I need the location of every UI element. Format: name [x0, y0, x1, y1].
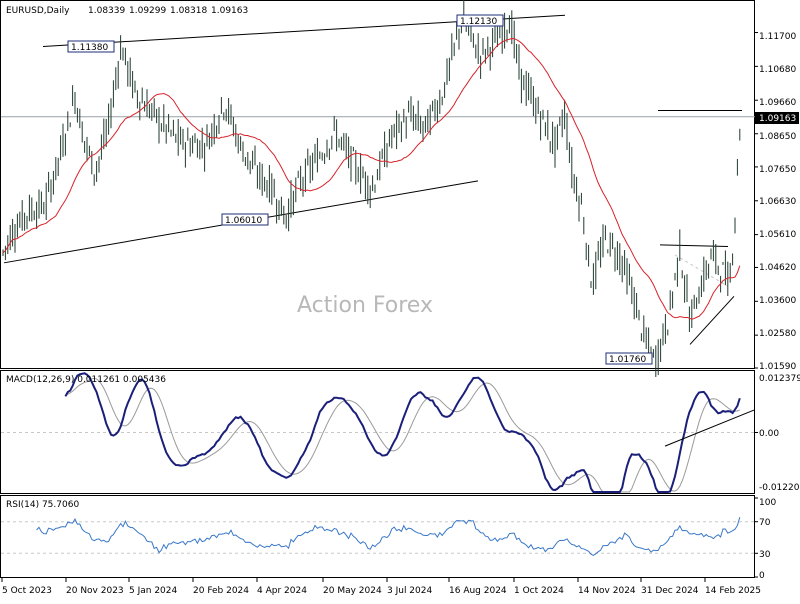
ohlc-open: 1.08339	[88, 6, 125, 16]
moving-average-line	[2, 38, 741, 320]
x-tick-label: 16 Aug 2024	[449, 586, 507, 596]
macd-y-axis: MACD(12,26,9) 0.011261 0.005436 0.012379…	[6, 374, 800, 493]
level-label-box	[67, 40, 115, 53]
price-tick-label: 1.05610	[759, 230, 796, 240]
x-tick-label: 5 Oct 2023	[2, 586, 52, 596]
macd-tick-label: 0.012379	[759, 374, 800, 384]
x-tick-label: 14 Nov 2024	[578, 586, 636, 596]
macd-tick-label: -0.01220496	[759, 483, 800, 493]
x-tick-label: 1 Oct 2024	[514, 586, 564, 596]
macd-layer	[1, 372, 758, 493]
price-tick-label: 1.08650	[759, 132, 796, 142]
moving-average-layer	[2, 38, 741, 320]
triangle-top-line	[659, 244, 729, 248]
price-panel-frame	[0, 0, 755, 369]
price-tick-label: 1.11700	[759, 32, 796, 42]
rsi-y-axis: RSI(14) 75.7060 100 70 30 0	[6, 498, 776, 581]
macd-trendline	[664, 409, 755, 447]
price-tick-label: 1.03600	[759, 296, 796, 306]
grid-layer	[1, 32, 758, 582]
current-price-label: 1.09163	[759, 114, 796, 124]
x-tick-label: 3 Jul 2024	[387, 586, 432, 596]
rsi-line	[36, 517, 741, 556]
price-bars-layer	[2, 0, 741, 377]
ohlc-high: 1.09299	[129, 6, 166, 16]
price-tick-label: 1.10680	[759, 65, 796, 75]
macd-title: MACD(12,26,9) 0.011261 0.005436	[6, 375, 166, 385]
x-tick-label: 5 Jan 2024	[129, 586, 177, 596]
level-label: 1.11380	[71, 43, 108, 53]
price-tick-label: 1.07650	[759, 165, 796, 175]
x-tick-label: 4 Apr 2024	[257, 586, 307, 596]
price-tick-label: 1.09660	[759, 98, 796, 108]
symbol-header: EURUSD,Daily	[6, 6, 70, 16]
price-tick-label: 1.06630	[759, 197, 796, 207]
chart-header: EURUSD,Daily 1.08339 1.09299 1.08318 1.0…	[6, 6, 248, 16]
rsi-tick-label: 70	[759, 518, 771, 528]
macd-panel-frame	[0, 370, 755, 494]
rsi-panel-frame	[0, 495, 755, 578]
rsi-tick-label: 30	[759, 550, 771, 560]
rsi-layer	[1, 497, 758, 578]
x-tick-label: 20 Nov 2023	[66, 586, 124, 596]
x-tick-label: 14 Feb 2025	[705, 586, 761, 596]
level-label: 1.01760	[609, 355, 646, 365]
level-labels-layer: 1.11380 1.12130 1.06010 1.01760	[67, 14, 653, 365]
x-tick-label: 20 May 2024	[323, 586, 382, 596]
watermark: Action Forex	[297, 293, 433, 318]
rsi-tick-label: 100	[759, 498, 776, 508]
ohlc-close: 1.09163	[211, 6, 248, 16]
level-label-box	[456, 14, 504, 27]
triangle-bottom-line	[689, 295, 735, 345]
rsi-title: RSI(14) 75.7060	[6, 500, 79, 510]
x-tick-label: 20 Feb 2024	[193, 586, 249, 596]
level-label: 1.12130	[460, 17, 497, 27]
price-y-axis: 1.11700 1.10680 1.09660 1.08650 1.07650 …	[755, 32, 799, 372]
level-label-box	[605, 352, 653, 365]
price-tick-label: 1.02580	[759, 329, 796, 339]
ohlc-low: 1.08318	[170, 6, 207, 16]
price-tick-label: 1.04620	[759, 263, 796, 273]
rsi-tick-label: 0	[759, 571, 765, 581]
level-label: 1.06010	[225, 216, 262, 226]
macd-line	[64, 372, 741, 493]
macd-signal-line	[65, 377, 741, 493]
triangle-mid-line	[674, 254, 729, 287]
price-tick-label: 1.01590	[759, 362, 796, 372]
current-price-box	[755, 112, 799, 124]
macd-tick-label: 0.00	[759, 429, 779, 439]
x-tick-label: 31 Dec 2024	[641, 586, 699, 596]
x-axis: 5 Oct 2023 20 Nov 2023 5 Jan 2024 20 Feb…	[2, 586, 761, 596]
level-label-box	[221, 213, 269, 226]
